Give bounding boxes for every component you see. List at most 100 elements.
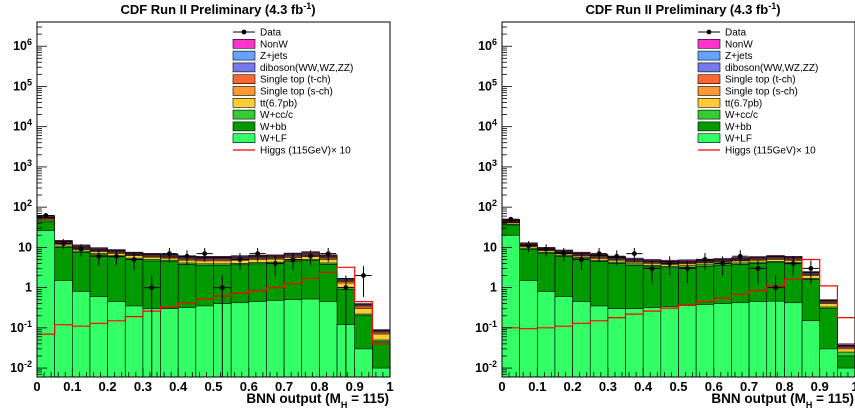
y-tick-base: 10	[483, 240, 497, 254]
bar-w-lf-bin-5	[589, 305, 609, 378]
data-marker	[561, 251, 567, 257]
bar-w-lf-bin-7	[625, 308, 644, 378]
y-tick-exponent: 5	[492, 77, 497, 87]
bar-w-lf-bin-8	[177, 307, 197, 378]
legend-entry-w-lf: W+LF	[232, 133, 287, 145]
data-marker	[720, 260, 726, 266]
x-label-subscript: H	[806, 400, 813, 410]
data-point	[520, 241, 537, 252]
bar-w-lf-bin-18	[354, 348, 373, 378]
higgs-signal-line	[37, 266, 391, 377]
chart-title: CDF Run II Preliminary (4.3 fb-1)	[120, 1, 315, 17]
y-tick-base: 1	[25, 281, 32, 295]
data-point	[555, 248, 572, 262]
legend-entry-nonw: NonW	[232, 38, 288, 50]
data-point	[108, 250, 125, 266]
bar-w-lf-bin-8	[642, 307, 662, 378]
y-tick-label: 1	[490, 281, 497, 295]
legend-swatch	[697, 121, 721, 132]
y-tick-exponent: 3	[492, 158, 497, 168]
legend-swatch	[232, 121, 256, 132]
legend-label: tt(6.7pb)	[725, 98, 762, 109]
stacked-histogram	[501, 218, 855, 378]
y-tick-label: 105	[13, 77, 32, 93]
title-end: )	[311, 2, 315, 17]
data-point	[355, 266, 372, 297]
legend-label: tt(6.7pb)	[260, 98, 297, 109]
y-tick-label: 10-1	[475, 319, 497, 335]
y-tick-exponent: 2	[492, 198, 497, 208]
data-marker	[361, 273, 366, 278]
data-point	[267, 256, 284, 276]
chart-title: CDF Run II Preliminary (4.3 fb-1)	[585, 1, 780, 17]
x-tick-label: 0.1	[63, 379, 81, 394]
x-axis-label: BNN output (MH = 115)	[711, 391, 854, 410]
data-marker	[667, 260, 673, 266]
y-tick-label: 10	[483, 240, 497, 254]
data-point	[626, 248, 643, 262]
legend-entry-w-cc-c: W+cc/c	[232, 109, 293, 121]
data-point	[161, 248, 178, 262]
x-tick-label: 0.9	[811, 379, 829, 394]
y-tick-label: 102	[13, 198, 32, 214]
legend-entry-single-top-t-ch: Single top (t-ch)	[697, 74, 796, 86]
x-tick-label: 1	[386, 379, 393, 394]
y-tick-label: 105	[478, 77, 497, 93]
legend-swatch	[232, 50, 256, 61]
y-tick-exponent: 4	[492, 118, 497, 128]
data-marker	[255, 251, 261, 257]
data-marker	[631, 251, 637, 257]
y-tick-base: 10	[10, 321, 24, 335]
bar-w-lf-bin-15	[301, 298, 320, 378]
data-marker	[596, 251, 602, 257]
data-point	[802, 260, 819, 284]
x-tick-label: 0.4	[634, 379, 653, 394]
data-marker	[343, 285, 349, 291]
legend-swatch	[232, 133, 256, 143]
x-tick-label: 0.3	[134, 379, 152, 394]
bar-w-lf-bin-18	[819, 348, 838, 378]
bar-w-lf-bin-4	[572, 301, 591, 378]
y-tick-label: 106	[13, 37, 32, 53]
y-tick-label: 104	[13, 118, 32, 134]
bar-w-lf-bin-17	[801, 320, 820, 378]
data-marker	[272, 260, 278, 266]
higgs-signal-line	[502, 258, 855, 377]
x-label-text: BNN output (M	[246, 391, 340, 406]
legend-entry-data: Data	[698, 28, 747, 39]
data-point	[143, 275, 160, 377]
y-tick-label: 103	[478, 158, 497, 174]
x-tick-label: 1	[851, 379, 855, 394]
x-tick-label: 0.1	[528, 379, 546, 394]
x-tick-label: 0.8	[310, 379, 328, 394]
legend-swatch	[232, 98, 256, 108]
x-label-end: = 115)	[812, 391, 854, 406]
bar-w-lf-bin-9	[195, 305, 214, 378]
data-point	[37, 213, 54, 218]
layer-w-lf	[501, 234, 855, 378]
legend-label: W+LF	[725, 134, 752, 145]
bar-w-lf-bin-3	[554, 296, 573, 378]
title-text: CDF Run II Preliminary (4.3 fb	[120, 2, 303, 17]
legend-label: Higgs (115GeV)× 10	[260, 146, 351, 157]
y-tick-exponent: -1	[489, 319, 497, 329]
legend-swatch	[697, 109, 721, 120]
bar-w-lf-bin-11	[695, 304, 715, 378]
y-tick-base: 10	[478, 39, 492, 53]
legend-marker	[706, 29, 712, 35]
data-point	[179, 250, 196, 266]
data-marker	[773, 285, 778, 291]
legend-label: Z+jets	[725, 51, 753, 62]
legend-swatch	[697, 86, 721, 96]
data-marker	[166, 251, 172, 257]
x-axis-label: BNN output (MH = 115)	[246, 391, 389, 410]
bar-w-lf-bin-6	[607, 308, 626, 378]
right-plot-panel: 00.10.20.30.40.50.60.70.80.9110-210-1110…	[475, 1, 855, 410]
x-tick-label: 0.5	[669, 379, 687, 394]
x-tick-label: 0.6	[240, 379, 258, 394]
y-tick-base: 10	[475, 321, 489, 335]
legend-label: Data	[725, 28, 747, 39]
data-marker	[579, 257, 584, 262]
x-tick-label: 0.2	[99, 379, 117, 394]
